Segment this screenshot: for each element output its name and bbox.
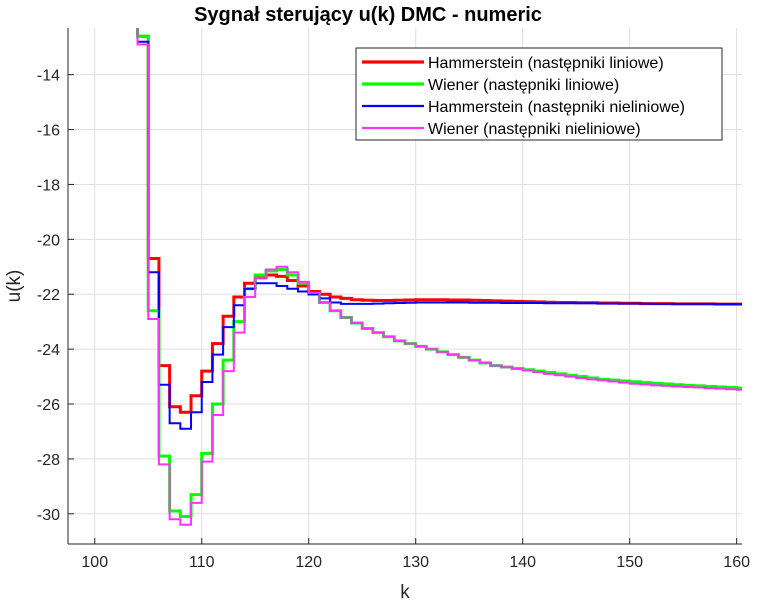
x-tick-label: 160: [723, 554, 750, 571]
legend-label-0: Hammerstein (następniki liniowe): [428, 55, 664, 72]
y-axis-label: u(k): [4, 270, 25, 303]
x-axis-label: k: [400, 582, 410, 602]
y-tick-label: -18: [37, 177, 60, 194]
x-tick-label: 130: [402, 554, 429, 571]
x-tick-label: 140: [509, 554, 536, 571]
x-tick-label: 110: [189, 554, 215, 571]
legend-label-1: Wiener (następniki liniowe): [428, 77, 619, 94]
y-tick-label: -14: [37, 68, 60, 85]
y-tick-label: -30: [37, 507, 60, 524]
x-tick-label: 150: [616, 554, 643, 571]
series-layer: [136, 28, 742, 526]
x-tick-label: 120: [295, 554, 322, 571]
y-tick-label: -28: [37, 452, 60, 469]
series-line-2: [136, 28, 742, 430]
legend-label-2: Hammerstein (następniki nieliniowe): [428, 99, 685, 116]
axes: [67, 28, 742, 545]
y-tick-label: -22: [37, 287, 60, 304]
legend: Hammerstein (następniki liniowe) Wiener (…: [355, 47, 723, 141]
y-tick-label: -16: [37, 123, 60, 140]
chart-title: Sygnał sterujący u(k) DMC - numeric: [194, 4, 542, 26]
x-tick-label: 100: [81, 554, 108, 571]
tick-labels: 100 110 120 130 140 150 160 -30 -28 -26 -24 -22 -20 -…: [37, 68, 750, 571]
legend-label-3: Wiener (następniki nieliniowe): [428, 121, 641, 138]
y-tick-label: -26: [37, 397, 60, 414]
y-tick-label: -24: [37, 342, 60, 359]
y-tick-label: -20: [37, 232, 60, 249]
series-line-3: [136, 28, 742, 526]
